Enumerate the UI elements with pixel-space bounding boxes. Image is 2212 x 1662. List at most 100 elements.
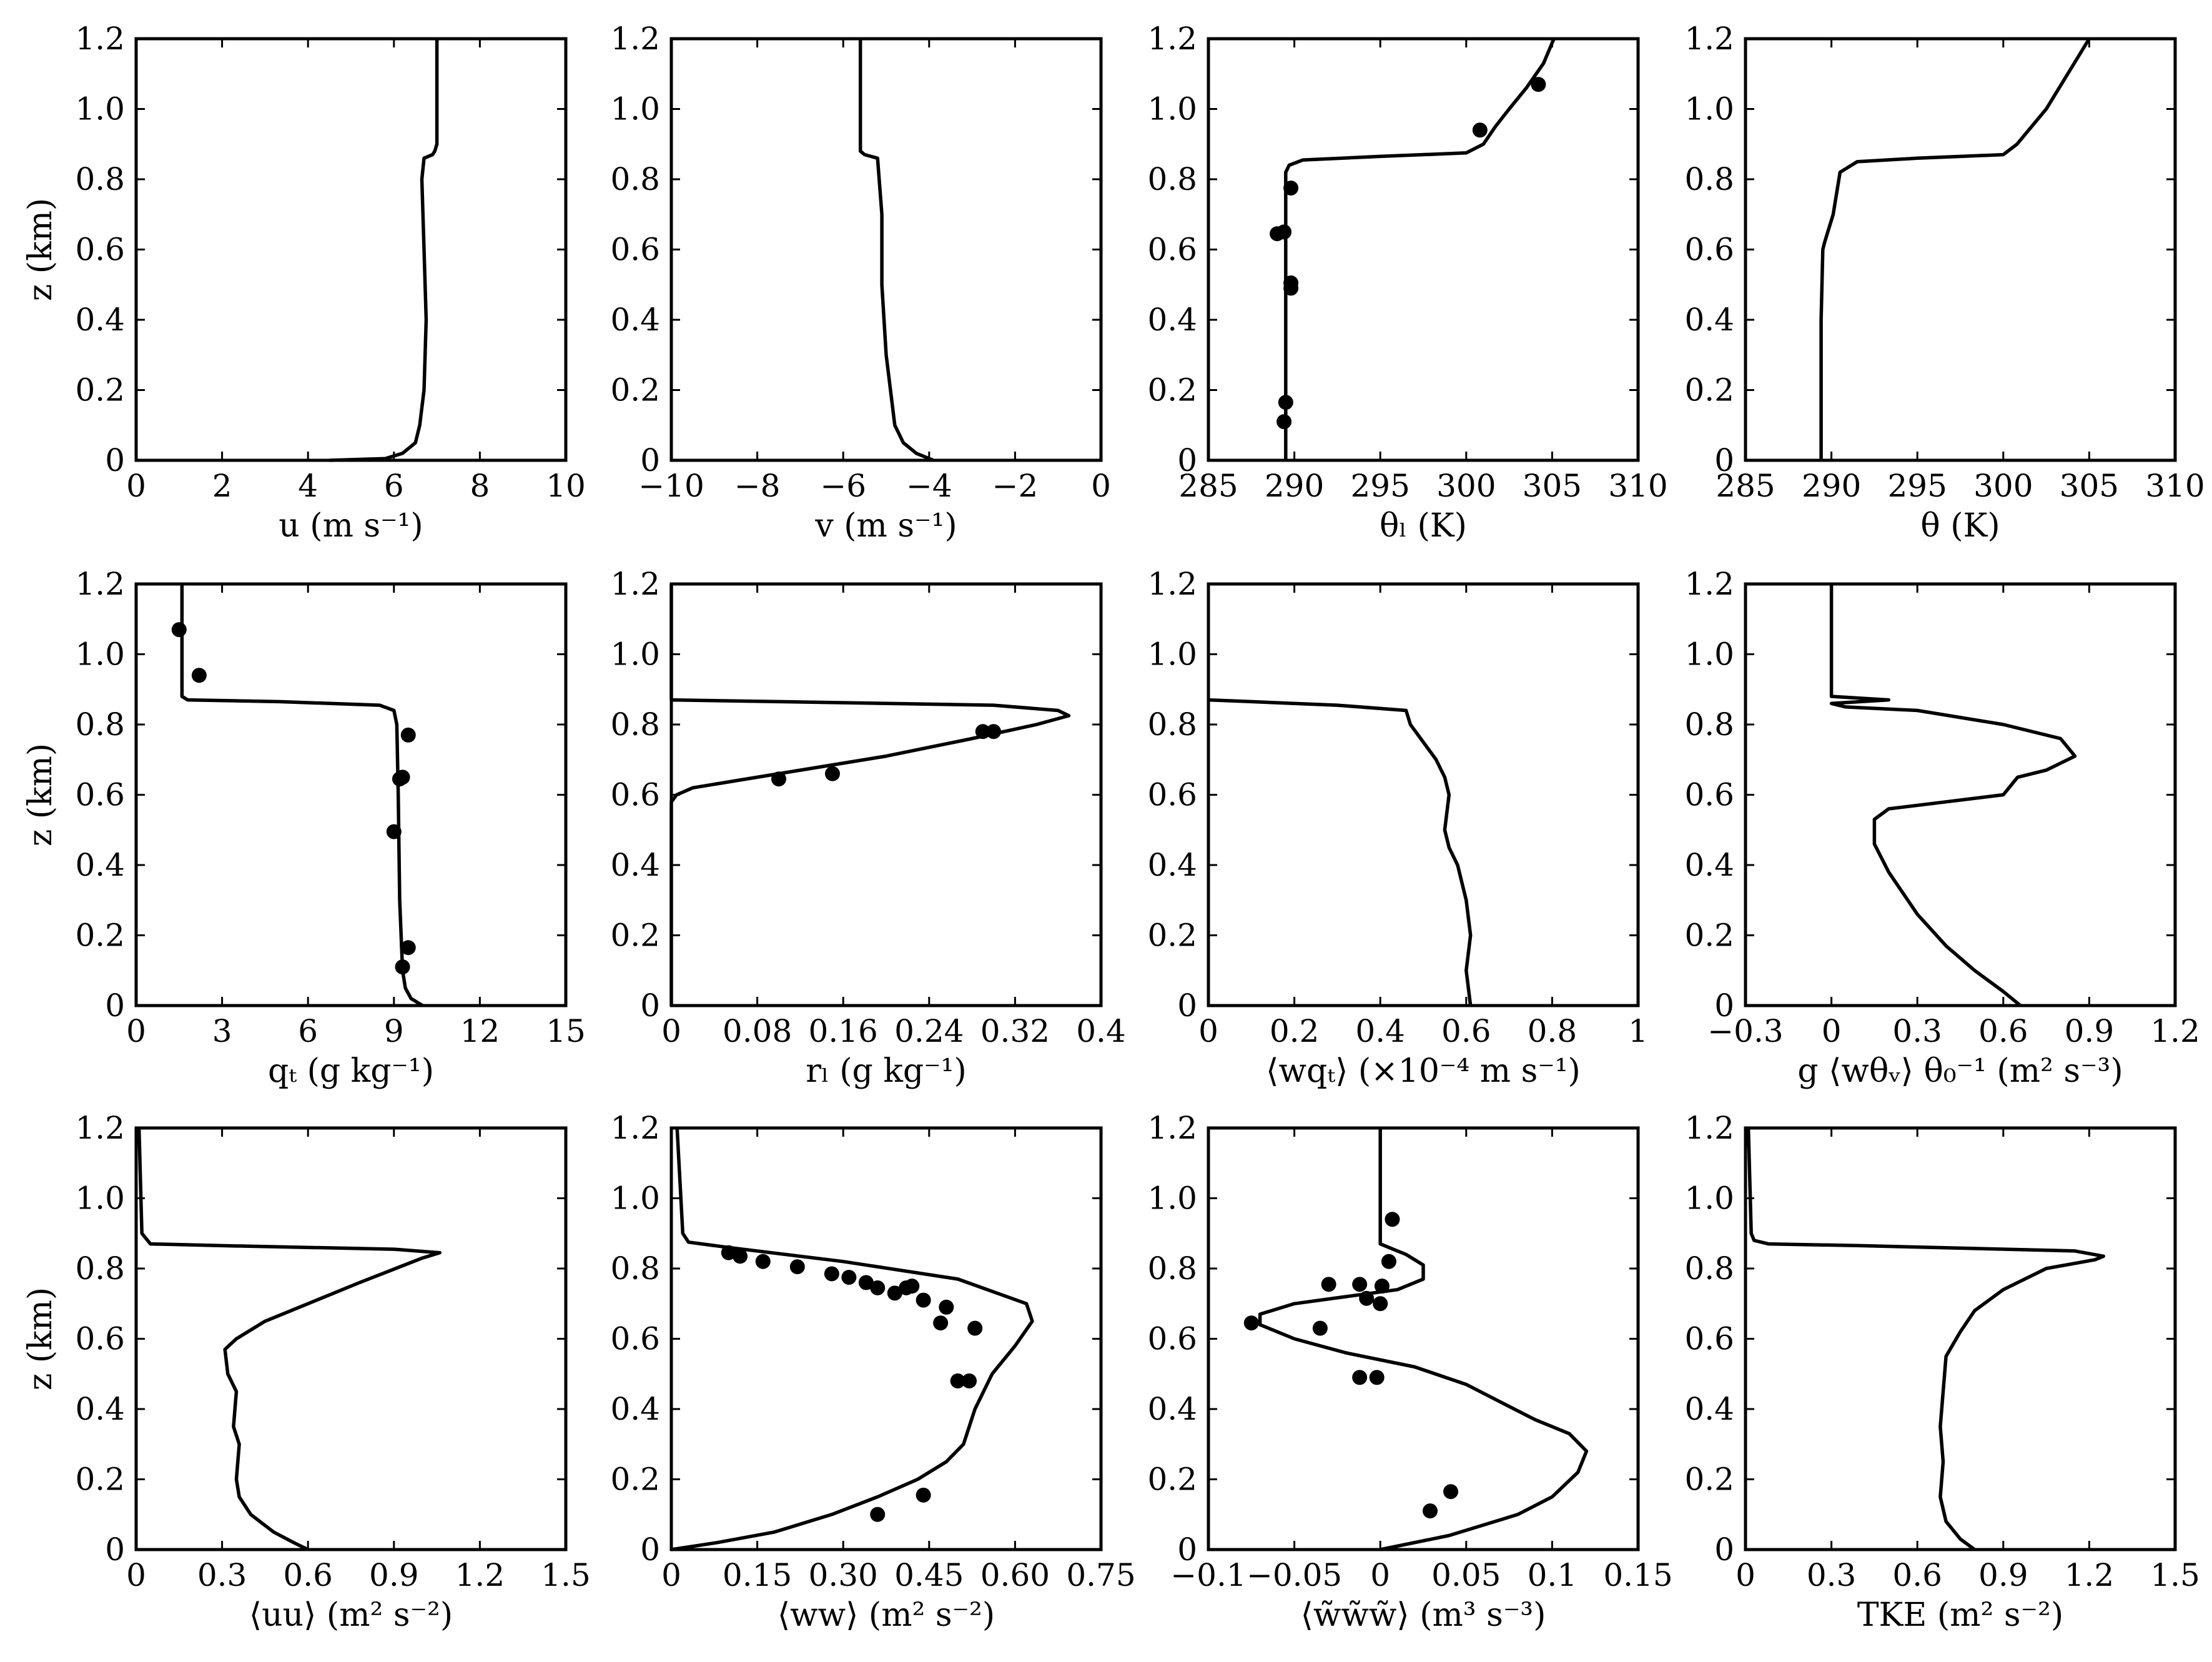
x-tick-label: 0.6 — [1892, 1557, 1942, 1593]
x-axis-label: θ (K) — [1920, 507, 2000, 545]
y-tick-label: 1.2 — [1684, 566, 1734, 602]
data-point — [1359, 1290, 1375, 1306]
x-tick-label: −8 — [734, 468, 781, 504]
y-tick-label: 1.2 — [1147, 21, 1197, 57]
x-axis-label: ⟨uu⟩ (m² s⁻²) — [249, 1596, 453, 1634]
y-tick-label: 1.0 — [75, 91, 125, 127]
plot-frame — [669, 37, 1103, 462]
panel-theta: 285 290 295 300 305 310 0 0.2 0.4 0.6 0.8 1.0 1.2 θ (… — [1684, 21, 2205, 545]
y-tick-label: 1.0 — [1147, 636, 1197, 673]
y-tick-label: 0.6 — [1684, 232, 1734, 268]
data-point — [904, 1279, 920, 1294]
x-tick-label: 0.08 — [723, 1013, 792, 1049]
x-tick-label: 1.2 — [2065, 1557, 2115, 1593]
y-tick-label: 0.8 — [75, 161, 125, 197]
x-tick-label: 1 — [1628, 1013, 1648, 1049]
data-point — [191, 668, 207, 683]
y-tick-label: 0.2 — [1684, 372, 1734, 408]
y-tick-label: 0 — [1714, 987, 1734, 1024]
x-tick-label: 0.1 — [1528, 1557, 1578, 1593]
x-tick-label: 0.24 — [894, 1013, 964, 1049]
data-point — [962, 1373, 977, 1388]
y-tick-label: 0.4 — [1684, 1391, 1734, 1427]
y-tick-label: 0.8 — [1147, 161, 1197, 197]
data-point — [395, 959, 410, 975]
y-tick-label: 0.2 — [1147, 918, 1197, 954]
y-tick-label: 0.6 — [610, 232, 660, 268]
y-tick-label: 0.8 — [610, 1250, 660, 1287]
x-tick-label: 0 — [1370, 1557, 1390, 1593]
y-tick-label: 0 — [1177, 1531, 1197, 1568]
y-tick-label: 0.8 — [1684, 706, 1734, 743]
panel-v: −10 −8 −6 −4 −2 0 0 0.2 0.4 0.6 0.8 1.0 1.2 v (m s⁻¹) — [610, 21, 1110, 545]
x-tick-label: 12 — [460, 1013, 500, 1049]
series-line-les — [137, 1127, 442, 1551]
y-tick-label: 0.6 — [75, 777, 125, 813]
y-tick-label: 0.8 — [610, 161, 660, 197]
y-tick-label: 1.2 — [610, 1110, 660, 1146]
y-tick-label: 1.0 — [75, 1180, 125, 1217]
x-tick-label: 10 — [546, 468, 586, 504]
y-tick-label: 0.6 — [610, 1321, 660, 1357]
series-line-les — [329, 39, 439, 462]
x-tick-label: 0.4 — [1355, 1013, 1405, 1049]
x-tick-label: 0 — [126, 1557, 146, 1593]
y-tick-label: 0 — [640, 442, 660, 478]
plot-frame — [669, 582, 1103, 1007]
x-tick-label: −10 — [638, 468, 704, 504]
x-tick-label: 0.3 — [197, 1557, 247, 1593]
series-line-les — [1258, 1128, 1589, 1551]
data-point — [967, 1320, 983, 1336]
data-point — [771, 771, 786, 787]
y-tick-label: 0 — [640, 987, 660, 1024]
x-tick-label: 9 — [384, 1013, 404, 1049]
x-tick-label: 0.4 — [1076, 1013, 1126, 1049]
x-tick-label: 300 — [1436, 468, 1496, 504]
series-line-les — [1208, 698, 1473, 1006]
data-point — [1381, 1254, 1396, 1269]
y-tick-label: 1.2 — [75, 21, 125, 57]
data-point — [1443, 1484, 1459, 1500]
y-tick-label: 0.2 — [75, 918, 125, 954]
x-tick-label: −4 — [906, 468, 952, 504]
series-line-les — [180, 584, 424, 1007]
y-tick-label: 0.6 — [1147, 777, 1197, 813]
plot-frame — [1744, 582, 2177, 1007]
x-tick-label: 6 — [298, 1013, 318, 1049]
x-tick-label: 4 — [298, 468, 318, 504]
y-tick-label: 1.0 — [1684, 636, 1734, 673]
y-tick-label: 0 — [105, 442, 125, 478]
x-tick-label: 0.2 — [1270, 1013, 1320, 1049]
x-tick-label: 2 — [212, 468, 232, 504]
panel-buoyancy_flux: −0.3 0 0.3 0.6 0.9 1.200.20.40.60.81.01.2g ⟨w… — [1684, 566, 2200, 1090]
panel-uu: 0 0.3 0.6 0.9 1.2 1.500.20.40.60.81.01.2⟨uu⟩ … — [22, 1110, 591, 1634]
x-axis-label: rₗ (g kg⁻¹) — [806, 1052, 967, 1090]
data-point — [1276, 414, 1292, 430]
x-tick-label: 0.3 — [1892, 1013, 1942, 1049]
y-tick-label: 1.0 — [1684, 91, 1734, 127]
plot-frame — [669, 1126, 1103, 1551]
x-tick-label: 0 — [1822, 1013, 1842, 1049]
y-tick-label: 0.6 — [75, 232, 125, 268]
x-axis-label: ⟨w̃w̃w̃⟩ (m³ s⁻³) — [1301, 1596, 1546, 1634]
data-point — [1373, 1296, 1388, 1312]
x-tick-label: 0.9 — [369, 1557, 419, 1593]
plot-frame — [134, 37, 568, 462]
x-tick-label: 285 — [1178, 468, 1238, 504]
x-tick-label: 8 — [470, 468, 490, 504]
data-point — [939, 1299, 954, 1315]
y-tick-label: 0.4 — [1147, 1391, 1197, 1427]
data-point — [400, 940, 416, 956]
data-point — [721, 1245, 736, 1260]
x-tick-label: 290 — [1802, 468, 1861, 504]
y-axis-label: z (km) — [22, 743, 59, 846]
y-tick-label: 0.6 — [1147, 1321, 1197, 1357]
y-tick-label: 0.2 — [1147, 1462, 1197, 1498]
y-tick-label: 0.4 — [610, 1391, 660, 1427]
x-tick-label: 6 — [384, 468, 404, 504]
data-point — [916, 1487, 931, 1503]
y-tick-label: 1.2 — [1147, 1110, 1197, 1146]
plot-frame — [1207, 37, 1640, 462]
x-tick-label: −0.05 — [1247, 1557, 1342, 1593]
